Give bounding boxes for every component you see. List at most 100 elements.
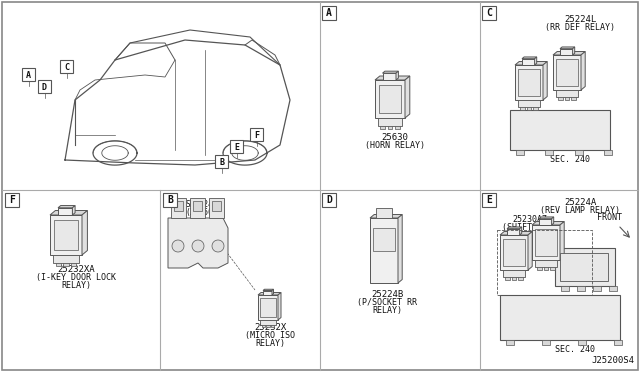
Bar xyxy=(388,126,392,129)
Text: C: C xyxy=(64,63,69,72)
Polygon shape xyxy=(560,49,573,55)
Bar xyxy=(516,150,524,155)
Text: J25200S4: J25200S4 xyxy=(591,356,634,365)
Polygon shape xyxy=(370,218,398,283)
Bar xyxy=(558,97,563,100)
Polygon shape xyxy=(383,73,396,80)
Polygon shape xyxy=(53,255,79,263)
Bar xyxy=(379,84,401,113)
Bar xyxy=(556,59,578,86)
Bar xyxy=(500,295,620,340)
Polygon shape xyxy=(560,221,564,260)
Polygon shape xyxy=(532,221,564,225)
Circle shape xyxy=(192,240,204,252)
Polygon shape xyxy=(375,76,410,80)
Polygon shape xyxy=(528,231,532,270)
Text: F: F xyxy=(254,131,259,140)
Text: A: A xyxy=(26,71,31,80)
Bar xyxy=(527,107,531,110)
Bar xyxy=(322,6,336,20)
Polygon shape xyxy=(378,118,402,126)
Bar xyxy=(564,97,569,100)
Polygon shape xyxy=(518,100,540,107)
Polygon shape xyxy=(50,211,88,215)
Polygon shape xyxy=(278,292,281,320)
Polygon shape xyxy=(168,218,228,268)
Text: (I-KEY DOOR LOCK: (I-KEY DOOR LOCK xyxy=(36,273,116,282)
Polygon shape xyxy=(539,219,552,225)
Bar xyxy=(542,340,550,345)
Text: (HORN RELAY): (HORN RELAY) xyxy=(365,141,425,150)
Bar xyxy=(260,298,276,317)
Polygon shape xyxy=(522,59,534,65)
Polygon shape xyxy=(370,215,402,218)
Text: 25630: 25630 xyxy=(381,133,408,142)
Bar xyxy=(22,68,35,81)
Bar xyxy=(561,286,569,291)
Polygon shape xyxy=(398,215,402,283)
Polygon shape xyxy=(515,61,547,65)
Polygon shape xyxy=(258,295,278,320)
Bar xyxy=(262,325,265,327)
Bar xyxy=(504,239,525,266)
Bar xyxy=(190,198,205,218)
Polygon shape xyxy=(263,289,273,291)
Text: 25230A7: 25230A7 xyxy=(513,215,547,224)
Bar xyxy=(5,193,19,207)
Bar xyxy=(578,340,586,345)
Text: FRONT: FRONT xyxy=(598,213,623,222)
Circle shape xyxy=(212,240,224,252)
Polygon shape xyxy=(72,206,75,215)
Text: SEC. 240: SEC. 240 xyxy=(550,155,590,164)
Bar xyxy=(380,126,385,129)
Polygon shape xyxy=(375,80,405,118)
Text: D: D xyxy=(326,195,332,205)
Text: (MICRO ISO: (MICRO ISO xyxy=(245,331,295,340)
Polygon shape xyxy=(507,229,520,235)
Bar xyxy=(575,150,582,155)
Bar xyxy=(215,155,228,168)
Text: 25224B: 25224B xyxy=(371,290,403,299)
Bar xyxy=(230,140,243,153)
Text: (24350P): (24350P) xyxy=(185,208,222,217)
Bar xyxy=(506,340,514,345)
Polygon shape xyxy=(405,76,410,118)
Bar xyxy=(271,325,275,327)
Polygon shape xyxy=(556,90,578,97)
Bar xyxy=(212,201,221,211)
Polygon shape xyxy=(500,235,528,270)
Bar xyxy=(505,277,509,280)
Text: B: B xyxy=(167,195,173,205)
Bar xyxy=(510,110,610,150)
Polygon shape xyxy=(272,289,273,295)
Polygon shape xyxy=(503,270,525,277)
Polygon shape xyxy=(507,227,522,229)
Bar xyxy=(545,150,554,155)
Polygon shape xyxy=(520,227,522,235)
Polygon shape xyxy=(396,71,398,80)
Bar xyxy=(550,267,555,270)
Bar xyxy=(482,6,496,20)
Text: 25224A: 25224A xyxy=(564,198,596,207)
Polygon shape xyxy=(539,217,554,219)
Text: RELAY): RELAY) xyxy=(372,306,402,315)
Polygon shape xyxy=(82,211,88,255)
Text: B: B xyxy=(219,158,224,167)
Bar xyxy=(373,228,395,251)
Bar xyxy=(604,150,612,155)
Bar xyxy=(577,286,585,291)
Polygon shape xyxy=(515,65,543,100)
Bar xyxy=(593,286,601,291)
Bar xyxy=(250,128,263,141)
Text: RELAY): RELAY) xyxy=(61,281,91,290)
Text: SEC.240: SEC.240 xyxy=(185,200,218,209)
Polygon shape xyxy=(50,215,82,255)
Bar xyxy=(174,201,183,211)
Polygon shape xyxy=(552,217,554,225)
Polygon shape xyxy=(534,57,537,65)
Text: E: E xyxy=(486,195,492,205)
Bar xyxy=(537,267,541,270)
Text: C: C xyxy=(486,8,492,18)
Text: 25232X: 25232X xyxy=(254,323,286,332)
Polygon shape xyxy=(573,47,575,55)
